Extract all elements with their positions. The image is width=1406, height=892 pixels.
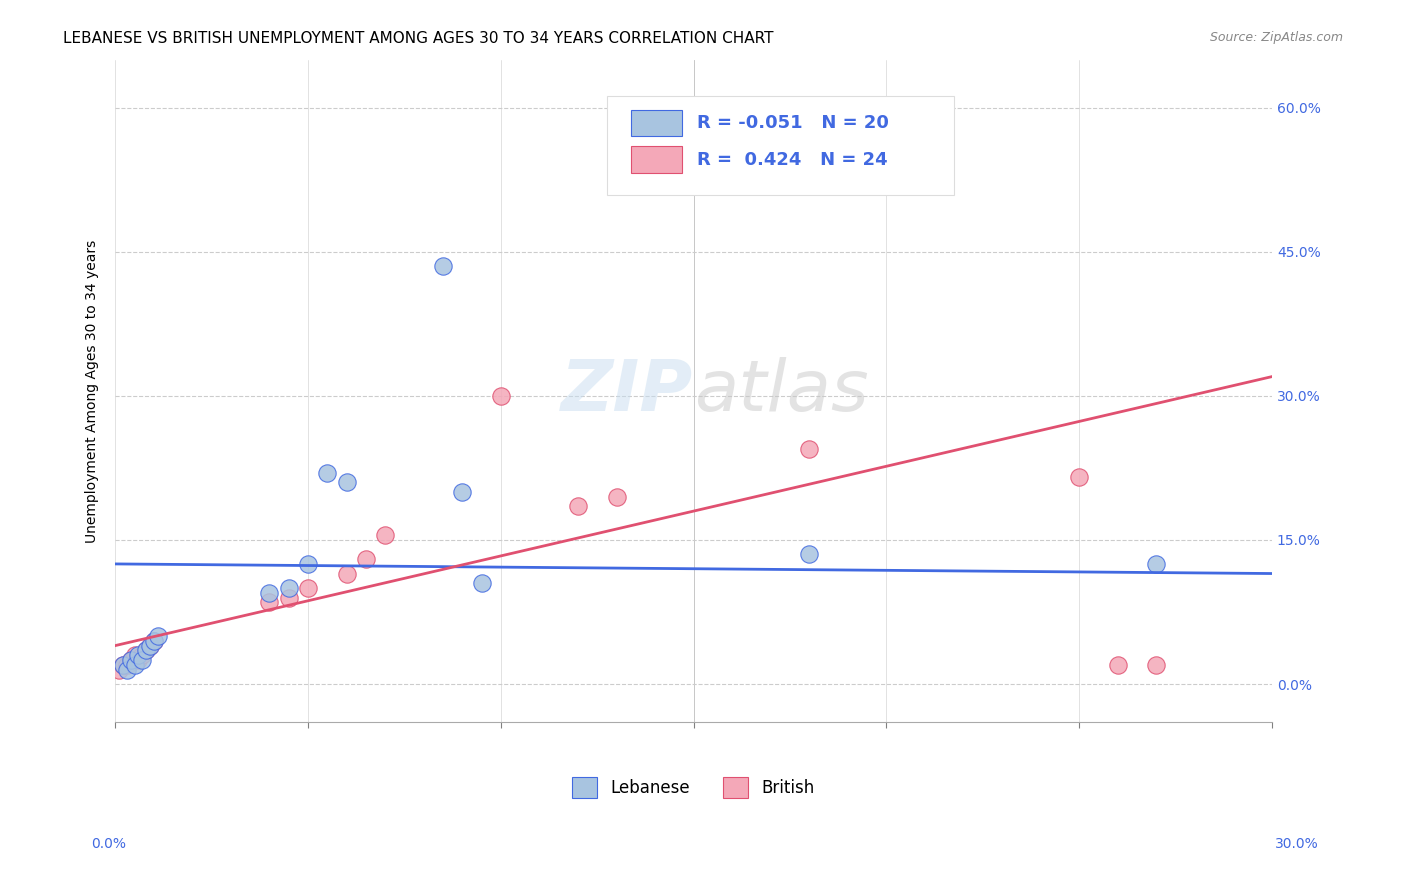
- Point: [120, 653, 142, 667]
- Point: [135, 643, 157, 657]
- Point: [111, 657, 134, 672]
- Text: 30.0%: 30.0%: [1275, 837, 1319, 851]
- Text: Source: ZipAtlas.com: Source: ZipAtlas.com: [1209, 31, 1343, 45]
- Point: [297, 581, 319, 595]
- FancyBboxPatch shape: [631, 146, 682, 173]
- Point: [489, 389, 512, 403]
- Point: [127, 648, 149, 663]
- Point: [277, 581, 299, 595]
- Point: [115, 663, 138, 677]
- Point: [1107, 657, 1129, 672]
- Point: [127, 653, 149, 667]
- Text: ZIP: ZIP: [561, 357, 693, 425]
- Point: [1069, 470, 1091, 484]
- Point: [259, 586, 281, 600]
- Point: [374, 528, 396, 542]
- Point: [297, 557, 319, 571]
- Point: [135, 643, 157, 657]
- Point: [316, 466, 339, 480]
- Point: [115, 657, 138, 672]
- Point: [131, 653, 153, 667]
- Point: [432, 259, 454, 273]
- Point: [336, 566, 359, 581]
- Point: [131, 648, 153, 663]
- Point: [259, 595, 281, 609]
- Point: [1144, 557, 1167, 571]
- Point: [277, 591, 299, 605]
- Y-axis label: Unemployment Among Ages 30 to 34 years: Unemployment Among Ages 30 to 34 years: [86, 239, 100, 542]
- Text: R = -0.051   N = 20: R = -0.051 N = 20: [697, 114, 889, 132]
- Point: [567, 500, 589, 514]
- Point: [799, 547, 821, 561]
- Point: [108, 663, 131, 677]
- Point: [799, 442, 821, 456]
- Point: [142, 633, 165, 648]
- Point: [471, 576, 494, 591]
- FancyBboxPatch shape: [631, 110, 682, 136]
- Text: 0.0%: 0.0%: [91, 837, 127, 851]
- Point: [124, 657, 146, 672]
- Point: [124, 648, 146, 663]
- Point: [451, 484, 474, 499]
- Point: [120, 653, 142, 667]
- Text: R =  0.424   N = 24: R = 0.424 N = 24: [697, 151, 887, 169]
- Text: atlas: atlas: [693, 357, 869, 425]
- Point: [1144, 657, 1167, 672]
- Point: [336, 475, 359, 490]
- Point: [605, 490, 627, 504]
- Point: [837, 149, 859, 163]
- Text: LEBANESE VS BRITISH UNEMPLOYMENT AMONG AGES 30 TO 34 YEARS CORRELATION CHART: LEBANESE VS BRITISH UNEMPLOYMENT AMONG A…: [63, 31, 773, 46]
- Point: [142, 633, 165, 648]
- Point: [139, 639, 162, 653]
- Point: [139, 639, 162, 653]
- FancyBboxPatch shape: [607, 96, 953, 195]
- Point: [146, 629, 169, 643]
- Point: [354, 552, 377, 566]
- Point: [111, 657, 134, 672]
- Legend: Lebanese, British: Lebanese, British: [565, 771, 821, 805]
